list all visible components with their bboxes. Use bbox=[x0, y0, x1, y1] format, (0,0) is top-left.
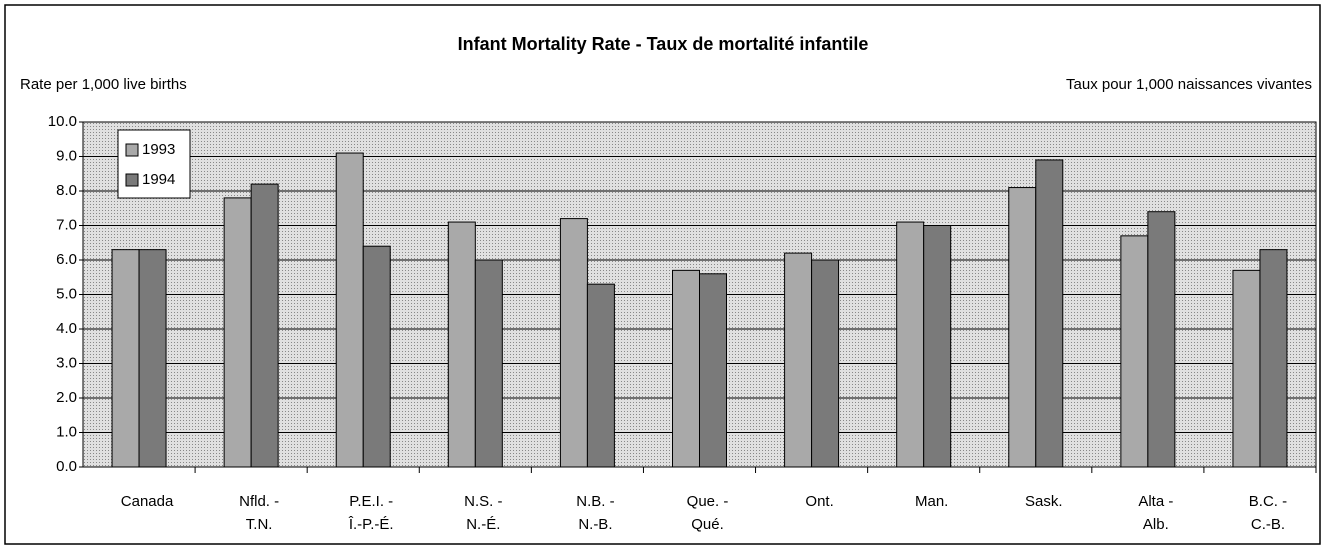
bar bbox=[811, 259, 840, 468]
bar bbox=[1147, 211, 1176, 468]
y-axis-label: Rate per 1,000 live births bbox=[20, 76, 187, 93]
bar bbox=[586, 283, 615, 468]
y-tick-label: 7.0 bbox=[56, 216, 77, 233]
y-axis-label-right: Taux pour 1,000 naissances vivantes bbox=[1066, 76, 1312, 93]
y-tick-label: 0.0 bbox=[56, 458, 77, 475]
y-tick-label: 2.0 bbox=[56, 389, 77, 406]
bar bbox=[699, 273, 727, 468]
chart-title: Infant Mortality Rate - Taux de mortalit… bbox=[458, 34, 869, 54]
bar bbox=[223, 197, 252, 468]
x-tick-label: Man. bbox=[915, 493, 948, 510]
bar bbox=[896, 221, 925, 468]
y-tick-label: 3.0 bbox=[56, 354, 77, 371]
bar bbox=[1120, 235, 1149, 468]
bar bbox=[474, 259, 503, 468]
y-tick-label: 10.0 bbox=[48, 113, 77, 130]
bar bbox=[923, 225, 952, 468]
legend-label: 1993 bbox=[142, 141, 175, 158]
bar bbox=[362, 245, 391, 468]
x-tick-label: N.B. -N.-B. bbox=[576, 493, 614, 533]
x-tick-label: N.S. -N.-É. bbox=[464, 493, 502, 533]
legend-swatch bbox=[125, 143, 139, 157]
bar bbox=[1259, 249, 1288, 468]
legend-label: 1994 bbox=[142, 171, 175, 188]
bar bbox=[559, 218, 588, 468]
bar bbox=[672, 269, 700, 468]
x-tick-label: Que. -Qué. bbox=[687, 493, 729, 533]
bar bbox=[111, 249, 140, 468]
bar bbox=[1232, 269, 1261, 468]
legend-swatch bbox=[125, 173, 139, 187]
x-tick-label: P.E.I. -Î.-P.-É. bbox=[348, 493, 394, 533]
x-tick-label: B.C. -C.-B. bbox=[1249, 493, 1287, 533]
x-tick-label: Nfld. -T.N. bbox=[239, 493, 279, 533]
y-tick-label: 1.0 bbox=[56, 423, 77, 440]
y-tick-label: 4.0 bbox=[56, 320, 77, 337]
bar bbox=[138, 249, 167, 468]
bar bbox=[1008, 187, 1037, 468]
bar bbox=[335, 152, 364, 468]
x-tick-label: Ont. bbox=[805, 493, 833, 510]
bar bbox=[447, 221, 476, 468]
y-tick-label: 5.0 bbox=[56, 285, 77, 302]
y-tick-label: 8.0 bbox=[56, 182, 77, 199]
bar bbox=[250, 183, 279, 468]
y-tick-label: 9.0 bbox=[56, 147, 77, 164]
bar bbox=[784, 252, 813, 468]
x-tick-label: Sask. bbox=[1025, 493, 1063, 510]
y-tick-label: 6.0 bbox=[56, 251, 77, 268]
x-tick-label: Canada bbox=[121, 493, 174, 510]
x-tick-label: Alta -Alb. bbox=[1138, 493, 1173, 533]
bar bbox=[1035, 159, 1064, 468]
legend bbox=[117, 129, 191, 199]
